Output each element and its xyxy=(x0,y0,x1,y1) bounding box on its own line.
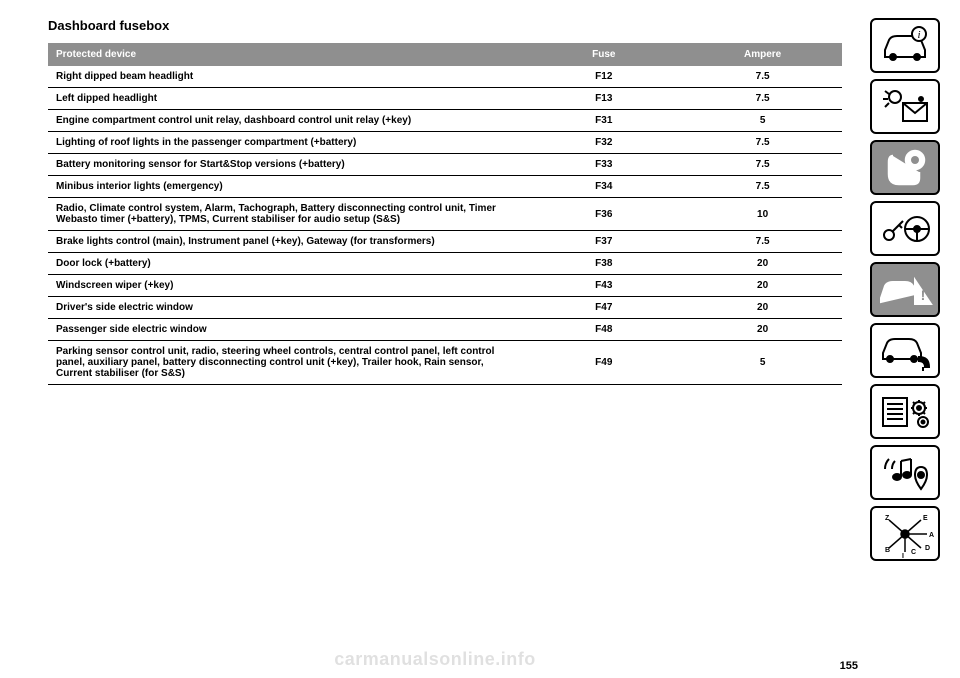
page-title: Dashboard fusebox xyxy=(48,18,842,33)
cell-device: Brake lights control (main), Instrument … xyxy=(48,231,524,253)
cell-amp: 5 xyxy=(683,341,842,385)
cell-fuse: F38 xyxy=(524,253,683,275)
sidebar: i ! Z B E D I C A xyxy=(870,0,960,678)
svg-text:D: D xyxy=(925,545,930,552)
cell-device: Passenger side electric window xyxy=(48,319,524,341)
table-row: Door lock (+battery)F3820 xyxy=(48,253,842,275)
cell-device: Right dipped beam headlight xyxy=(48,66,524,88)
svg-text:C: C xyxy=(911,549,916,556)
svg-text:B: B xyxy=(885,547,890,554)
cell-device: Parking sensor control unit, radio, stee… xyxy=(48,341,524,385)
cell-fuse: F37 xyxy=(524,231,683,253)
page-number: 155 xyxy=(840,660,858,672)
cell-device: Battery monitoring sensor for Start&Stop… xyxy=(48,154,524,176)
envelope-light-icon[interactable] xyxy=(870,79,940,134)
cell-amp: 5 xyxy=(683,110,842,132)
cell-amp: 20 xyxy=(683,253,842,275)
table-row: Battery monitoring sensor for Start&Stop… xyxy=(48,154,842,176)
cell-fuse: F13 xyxy=(524,88,683,110)
table-header-row: Protected device Fuse Ampere xyxy=(48,43,842,66)
table-row: Radio, Climate control system, Alarm, Ta… xyxy=(48,198,842,231)
cell-amp: 7.5 xyxy=(683,176,842,198)
music-location-icon[interactable] xyxy=(870,445,940,500)
cell-device: Lighting of roof lights in the passenger… xyxy=(48,132,524,154)
header-amp: Ampere xyxy=(683,43,842,66)
table-row: Brake lights control (main), Instrument … xyxy=(48,231,842,253)
table-row: Engine compartment control unit relay, d… xyxy=(48,110,842,132)
svg-text:!: ! xyxy=(921,287,926,303)
gearbox-icon[interactable]: Z B E D I C A xyxy=(870,506,940,561)
cell-device: Engine compartment control unit relay, d… xyxy=(48,110,524,132)
cell-amp: 7.5 xyxy=(683,88,842,110)
cell-fuse: F12 xyxy=(524,66,683,88)
cell-fuse: F34 xyxy=(524,176,683,198)
list-gear-icon[interactable] xyxy=(870,384,940,439)
cell-fuse: F36 xyxy=(524,198,683,231)
cell-fuse: F43 xyxy=(524,275,683,297)
table-row: Passenger side electric windowF4820 xyxy=(48,319,842,341)
seat-airbag-icon[interactable] xyxy=(870,140,940,195)
cell-amp: 10 xyxy=(683,198,842,231)
cell-amp: 20 xyxy=(683,297,842,319)
cell-amp: 7.5 xyxy=(683,154,842,176)
cell-fuse: F33 xyxy=(524,154,683,176)
svg-text:E: E xyxy=(923,515,928,522)
svg-text:I: I xyxy=(902,553,904,558)
watermark: carmanualsonline.info xyxy=(334,649,536,670)
table-row: Parking sensor control unit, radio, stee… xyxy=(48,341,842,385)
header-device: Protected device xyxy=(48,43,524,66)
key-steering-icon[interactable] xyxy=(870,201,940,256)
header-fuse: Fuse xyxy=(524,43,683,66)
car-info-icon[interactable]: i xyxy=(870,18,940,73)
collision-icon[interactable]: ! xyxy=(870,262,940,317)
cell-fuse: F32 xyxy=(524,132,683,154)
table-row: Windscreen wiper (+key)F4320 xyxy=(48,275,842,297)
cell-device: Radio, Climate control system, Alarm, Ta… xyxy=(48,198,524,231)
table-row: Right dipped beam headlightF127.5 xyxy=(48,66,842,88)
cell-fuse: F31 xyxy=(524,110,683,132)
cell-amp: 7.5 xyxy=(683,231,842,253)
cell-amp: 20 xyxy=(683,319,842,341)
cell-amp: 20 xyxy=(683,275,842,297)
svg-text:A: A xyxy=(929,532,934,539)
table-row: Lighting of roof lights in the passenger… xyxy=(48,132,842,154)
car-service-icon[interactable] xyxy=(870,323,940,378)
cell-device: Door lock (+battery) xyxy=(48,253,524,275)
cell-fuse: F49 xyxy=(524,341,683,385)
table-row: Left dipped headlightF137.5 xyxy=(48,88,842,110)
svg-text:Z: Z xyxy=(885,515,890,522)
cell-fuse: F47 xyxy=(524,297,683,319)
fusebox-table: Protected device Fuse Ampere Right dippe… xyxy=(48,43,842,385)
cell-fuse: F48 xyxy=(524,319,683,341)
cell-device: Windscreen wiper (+key) xyxy=(48,275,524,297)
cell-device: Left dipped headlight xyxy=(48,88,524,110)
table-row: Minibus interior lights (emergency)F347.… xyxy=(48,176,842,198)
cell-amp: 7.5 xyxy=(683,132,842,154)
table-row: Driver's side electric windowF4720 xyxy=(48,297,842,319)
svg-text:i: i xyxy=(917,29,920,41)
cell-device: Driver's side electric window xyxy=(48,297,524,319)
cell-device: Minibus interior lights (emergency) xyxy=(48,176,524,198)
cell-amp: 7.5 xyxy=(683,66,842,88)
